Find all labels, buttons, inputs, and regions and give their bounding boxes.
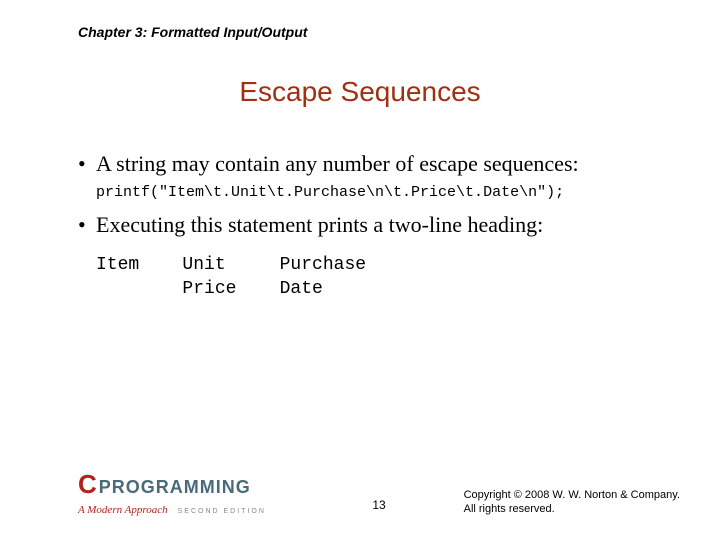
slide-title: Escape Sequences (0, 76, 720, 108)
bullet-dot: • (78, 211, 96, 239)
logo-programming-text: PROGRAMMING (99, 477, 251, 498)
copyright-text: Copyright © 2008 W. W. Norton & Company.… (464, 488, 680, 516)
copyright-line: All rights reserved. (464, 502, 680, 516)
logo-subtitle: A Modern Approach (78, 504, 168, 516)
bullet-text: A string may contain any number of escap… (96, 150, 579, 178)
book-logo: C PROGRAMMING A Modern Approach SECOND E… (78, 469, 266, 518)
logo-edition: SECOND EDITION (178, 508, 266, 515)
bullet-text: Executing this statement prints a two-li… (96, 211, 543, 239)
chapter-header: Chapter 3: Formatted Input/Output (78, 24, 307, 40)
slide-content: • A string may contain any number of esc… (78, 150, 660, 301)
bullet-item: • A string may contain any number of esc… (78, 150, 660, 178)
output-block: Item Unit Purchase Price Date (96, 253, 660, 301)
page-number: 13 (372, 498, 385, 512)
bullet-item: • Executing this statement prints a two-… (78, 211, 660, 239)
logo-c-letter: C (78, 469, 97, 500)
bullet-dot: • (78, 150, 96, 178)
code-line: printf("Item\t.Unit\t.Purchase\n\t.Price… (96, 184, 660, 201)
copyright-line: Copyright © 2008 W. W. Norton & Company. (464, 488, 680, 502)
slide-footer: C PROGRAMMING A Modern Approach SECOND E… (78, 470, 680, 518)
